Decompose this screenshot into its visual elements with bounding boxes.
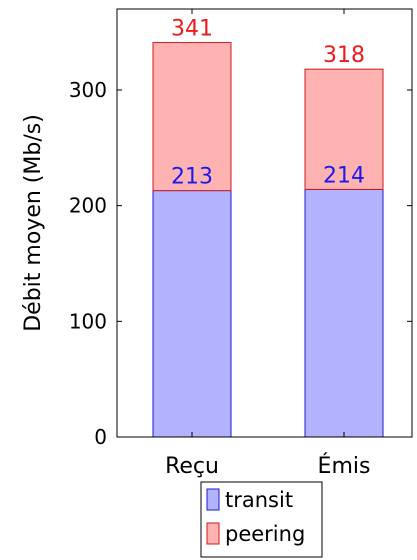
value-label-peering-1: 318 xyxy=(323,43,365,68)
x-tick-label: Émis xyxy=(318,453,371,479)
y-axis-label: Débit moyen (Mb/s) xyxy=(21,114,46,332)
y-tick-label: 300 xyxy=(69,78,107,102)
value-label-peering-0: 341 xyxy=(171,17,213,42)
bar-transit-1 xyxy=(304,188,384,438)
x-tick-label: Reçu xyxy=(165,454,219,479)
legend: transit peering xyxy=(200,481,323,558)
y-tick-label: 0 xyxy=(94,425,107,449)
value-labels-layer: 213 214 341 318 xyxy=(171,17,365,190)
legend-swatch-transit xyxy=(206,488,220,511)
legend-frame xyxy=(200,481,323,558)
value-label-transit-1: 214 xyxy=(323,163,365,188)
y-tick-label: 200 xyxy=(69,194,107,218)
bar-peering-0 xyxy=(152,42,232,192)
bar-peering-1 xyxy=(304,68,384,190)
legend-label-transit: transit xyxy=(225,488,293,512)
plot-frame xyxy=(116,8,413,438)
bar-transit-0 xyxy=(152,190,232,438)
y-tick-label: 100 xyxy=(69,309,107,333)
ticks-layer: 0 100 200 300 Reçu Émis xyxy=(69,9,412,479)
bars-layer xyxy=(152,42,384,438)
legend-label-peering: peering xyxy=(225,522,305,546)
value-label-transit-0: 213 xyxy=(171,165,213,190)
legend-swatch-peering xyxy=(206,522,220,545)
